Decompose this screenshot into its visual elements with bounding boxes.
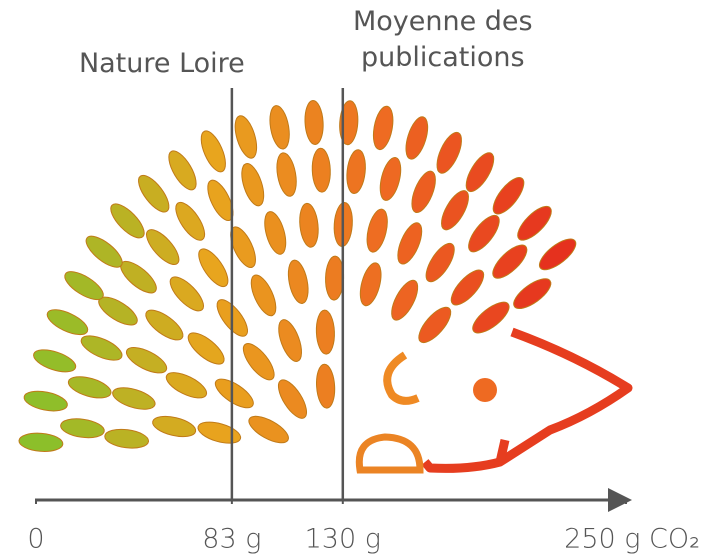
spine: [346, 149, 366, 195]
spine: [325, 255, 345, 301]
spine: [418, 306, 452, 344]
x-tick-label: 83 g: [202, 524, 261, 555]
spine: [138, 174, 170, 213]
spine: [67, 376, 112, 399]
spine: [112, 387, 156, 410]
axis-arrow: [608, 488, 632, 512]
spine: [234, 115, 258, 159]
spine: [425, 242, 455, 283]
face-outline: [421, 327, 633, 473]
spine: [145, 309, 184, 341]
spine: [304, 100, 324, 145]
spine: [287, 259, 309, 304]
spine: [397, 222, 423, 265]
x-tick-label: 130 g: [305, 524, 381, 555]
spine: [359, 262, 382, 307]
spine: [411, 170, 436, 214]
spine: [264, 211, 287, 255]
mouth: [495, 439, 510, 463]
spine: [269, 105, 290, 150]
eye: [473, 378, 497, 402]
marker-label: Moyenne des publications: [352, 6, 533, 73]
spine: [372, 105, 394, 151]
spine: [472, 301, 510, 334]
marker-label: Nature Loire: [78, 48, 245, 79]
spine: [468, 214, 500, 253]
spine: [441, 190, 469, 231]
spine: [492, 177, 525, 215]
hedgehog-head: [421, 327, 633, 473]
spine: [366, 208, 388, 253]
spine: [110, 203, 145, 239]
spine: [146, 229, 180, 265]
spine: [315, 309, 335, 355]
spine: [168, 150, 197, 191]
spine: [241, 163, 265, 207]
spine: [85, 235, 123, 268]
spine: [165, 372, 208, 399]
spine: [18, 432, 64, 452]
spine: [198, 248, 229, 288]
spine: [379, 156, 402, 201]
spine: [80, 335, 123, 361]
spine: [465, 152, 495, 193]
spine: [339, 100, 359, 146]
spine: [104, 428, 150, 449]
spine: [316, 363, 336, 409]
x-tick-label: 250 g CO₂: [564, 524, 700, 555]
spine: [46, 309, 89, 336]
ear: [383, 351, 420, 405]
spine: [175, 201, 206, 241]
spine: [23, 390, 68, 412]
spine: [60, 418, 105, 439]
spine: [125, 347, 168, 374]
spine: [152, 415, 197, 438]
spine: [207, 179, 234, 222]
spine: [405, 116, 429, 160]
spine: [64, 271, 104, 301]
spine: [436, 131, 462, 174]
spine: [169, 276, 205, 312]
paw: [355, 433, 424, 474]
spine: [311, 147, 331, 193]
spine: [197, 421, 242, 444]
spine: [200, 130, 226, 173]
spine: [450, 269, 485, 306]
spine: [513, 278, 552, 310]
spine: [299, 202, 319, 248]
spine: [242, 343, 275, 381]
spine: [33, 349, 77, 373]
x-tick-label: 0: [27, 524, 44, 555]
hedgehog-spines: [18, 100, 577, 452]
spine: [187, 332, 225, 365]
spine: [276, 152, 297, 197]
spine: [492, 244, 528, 279]
spine: [214, 378, 254, 409]
spine: [230, 226, 256, 269]
spine: [277, 379, 308, 419]
spine: [278, 319, 302, 362]
spine: [538, 238, 577, 271]
spine: [250, 274, 277, 317]
spine: [391, 279, 419, 321]
spine: [248, 415, 289, 444]
spine: [517, 205, 552, 241]
